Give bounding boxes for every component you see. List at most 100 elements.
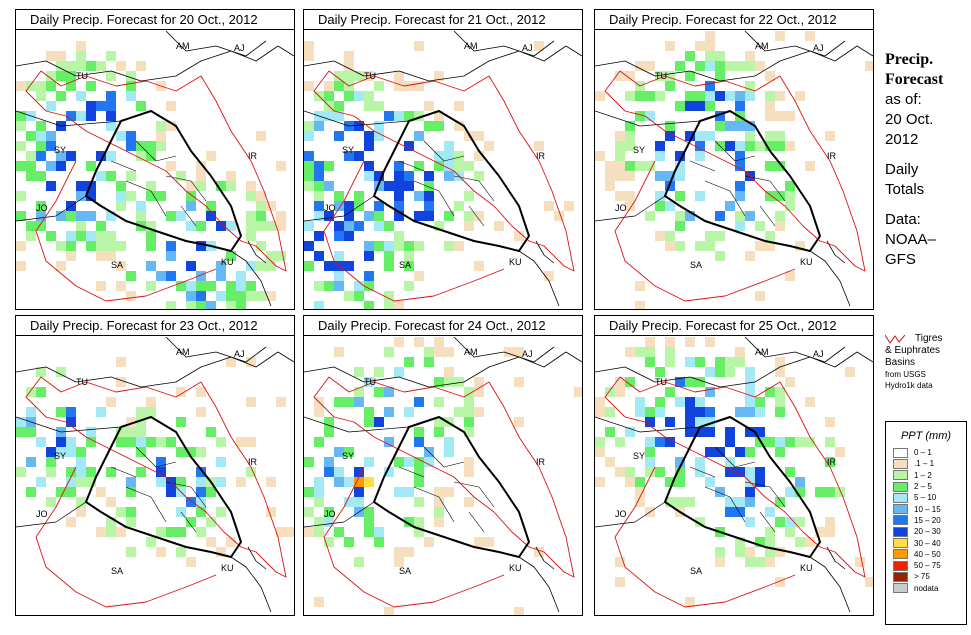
precip-cell <box>324 427 334 437</box>
precip-cell <box>324 261 334 271</box>
precip-cell <box>106 517 116 527</box>
precip-cell <box>755 221 765 231</box>
map-label: AM <box>176 347 190 357</box>
precip-cell <box>106 121 116 131</box>
precip-cell <box>695 151 705 161</box>
precip-cell <box>16 191 26 201</box>
precip-cell <box>136 211 146 221</box>
precip-cell <box>374 101 384 111</box>
precip-cell <box>46 71 56 81</box>
basin-boundary <box>25 376 287 578</box>
precip-cell <box>344 51 354 61</box>
precip-cell <box>655 91 665 101</box>
precip-cell <box>176 281 186 291</box>
precip-cell <box>246 211 256 221</box>
map-label: TU <box>76 377 88 387</box>
precip-cell <box>665 41 675 51</box>
precip-cell <box>156 467 166 477</box>
precip-cell <box>635 397 645 407</box>
precip-cell <box>314 597 324 607</box>
precip-cell <box>414 457 424 467</box>
map-label: IR <box>827 151 837 161</box>
precip-cell <box>655 437 665 447</box>
forecast-panel-4: Daily Precip. Forecast for 23 Oct., 2012… <box>15 315 295 616</box>
precip-cell <box>96 231 106 241</box>
precip-cell <box>414 517 424 527</box>
precip-cell <box>474 131 484 141</box>
precip-cell <box>705 447 715 457</box>
precip-cell <box>86 467 96 477</box>
precip-cell <box>785 517 795 527</box>
precip-cell <box>775 497 785 507</box>
precip-cell <box>625 161 635 171</box>
precip-cell <box>705 41 715 51</box>
map-label: SY <box>342 451 354 461</box>
precip-cell <box>334 251 344 261</box>
precip-cell <box>665 387 675 397</box>
precip-cell <box>196 171 206 181</box>
precip-cell <box>276 221 286 231</box>
precip-cell <box>675 477 685 487</box>
legend-item: 1 – 2 <box>886 470 966 481</box>
precip-cell <box>56 151 66 161</box>
precip-cell <box>76 211 86 221</box>
precip-cell <box>434 111 444 121</box>
precip-cell <box>46 161 56 171</box>
forecast-info: Precip. Forecast as of: 20 Oct. 2012 Dai… <box>885 50 967 270</box>
precip-cell <box>116 201 126 211</box>
precip-cell <box>206 301 216 309</box>
precip-cell <box>196 487 206 497</box>
precip-cell <box>364 527 374 537</box>
precip-cell <box>226 357 236 367</box>
precip-cell <box>16 211 26 221</box>
precip-cell <box>745 251 755 261</box>
precip-cell <box>176 211 186 221</box>
map-label: AM <box>464 347 478 357</box>
precip-cell <box>36 91 46 101</box>
precip-cell <box>56 91 66 101</box>
precip-cell <box>364 211 374 221</box>
basin-boundary <box>313 376 575 578</box>
forecast-panel-6: Daily Precip. Forecast for 25 Oct., 2012… <box>594 315 874 616</box>
admin-boundary <box>398 140 495 227</box>
precip-cell <box>735 61 745 71</box>
precip-cell <box>645 467 655 477</box>
precip-cell <box>615 557 625 567</box>
precip-cell <box>384 111 394 121</box>
precip-cell <box>595 91 605 101</box>
precip-cell <box>815 487 825 497</box>
precip-cell <box>855 557 865 567</box>
legend-item: 20 – 30 <box>886 526 966 537</box>
precip-cell <box>76 111 86 121</box>
precip-cell <box>765 387 775 397</box>
precip-cell <box>126 131 136 141</box>
precip-cell <box>735 407 745 417</box>
basin-boundary <box>35 466 217 608</box>
precip-cell <box>36 211 46 221</box>
precip-cell <box>434 221 444 231</box>
precip-cell <box>434 377 444 387</box>
info-data-line-3: GFS <box>885 251 916 268</box>
precip-cell <box>364 407 374 417</box>
precip-cell <box>186 281 196 291</box>
precip-cell <box>384 347 394 357</box>
precip-cell <box>334 71 344 81</box>
precip-cell <box>364 517 374 527</box>
basin-line-3: Basins <box>885 357 916 368</box>
precip-cell <box>344 71 354 81</box>
precip-cell <box>404 111 414 121</box>
coastline <box>304 45 582 82</box>
precip-cell <box>304 261 314 271</box>
precip-cell <box>106 111 116 121</box>
precip-cell <box>605 387 615 397</box>
precip-cell <box>364 457 374 467</box>
map-label: JO <box>36 509 48 519</box>
precip-cell <box>665 437 675 447</box>
precip-cell <box>304 161 314 171</box>
precip-cell <box>675 457 685 467</box>
precip-cell <box>775 131 785 141</box>
precip-cell <box>655 171 665 181</box>
precip-cell <box>354 281 364 291</box>
precip-cell <box>444 487 454 497</box>
precip-cell <box>655 467 665 477</box>
